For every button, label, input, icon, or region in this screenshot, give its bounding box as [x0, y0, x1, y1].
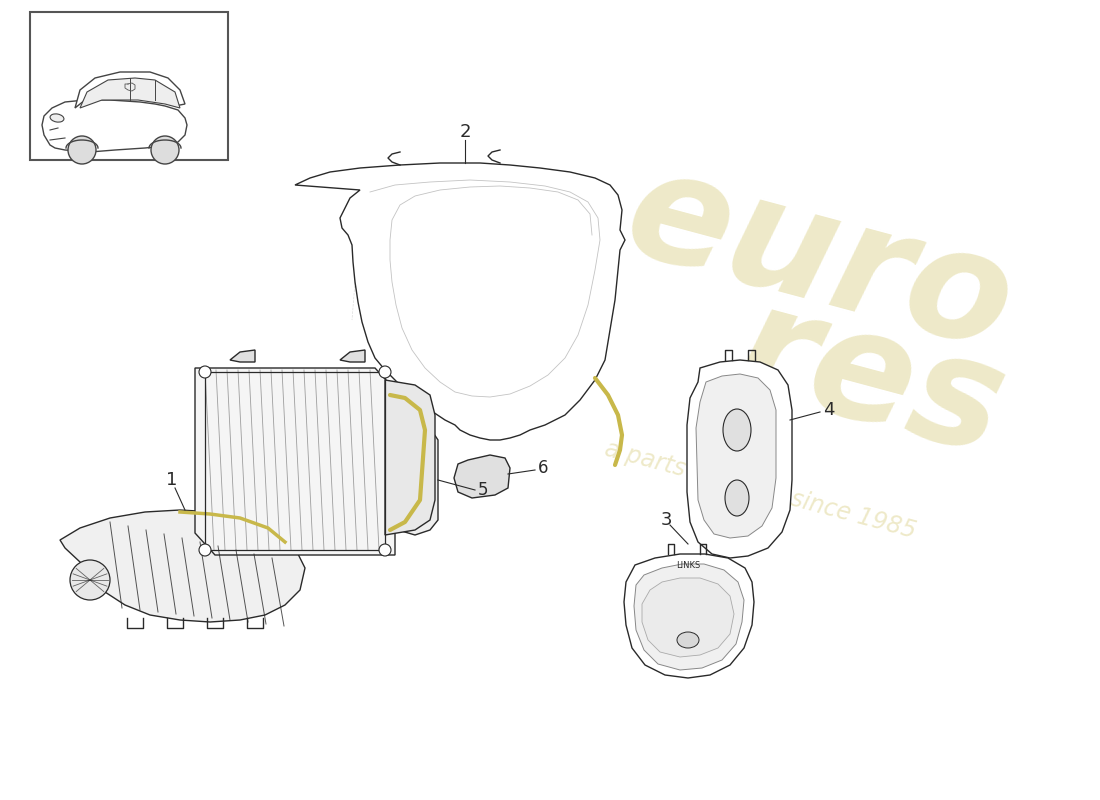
Polygon shape	[385, 380, 435, 535]
Text: 6: 6	[538, 459, 549, 477]
Polygon shape	[195, 368, 395, 555]
Circle shape	[199, 544, 211, 556]
Circle shape	[199, 366, 211, 378]
Circle shape	[151, 136, 179, 164]
Ellipse shape	[723, 409, 751, 451]
Ellipse shape	[51, 114, 64, 122]
Polygon shape	[696, 374, 775, 538]
Text: 1: 1	[166, 471, 178, 489]
Polygon shape	[688, 360, 792, 558]
Ellipse shape	[676, 632, 698, 648]
Circle shape	[70, 560, 110, 600]
Circle shape	[379, 366, 390, 378]
Polygon shape	[295, 163, 625, 440]
Text: LINKS: LINKS	[675, 562, 700, 570]
Polygon shape	[340, 350, 365, 362]
Text: 5: 5	[478, 481, 488, 499]
Polygon shape	[454, 455, 510, 498]
Text: res: res	[720, 273, 1020, 487]
Circle shape	[68, 136, 96, 164]
Polygon shape	[388, 425, 438, 535]
Polygon shape	[60, 510, 305, 622]
Polygon shape	[75, 72, 185, 108]
Circle shape	[379, 544, 390, 556]
Text: 3: 3	[660, 511, 672, 529]
Text: 4: 4	[823, 401, 835, 419]
Polygon shape	[42, 100, 187, 152]
Polygon shape	[230, 350, 255, 362]
Ellipse shape	[725, 480, 749, 516]
Polygon shape	[642, 578, 734, 657]
Text: euro: euro	[610, 138, 1028, 382]
Polygon shape	[80, 78, 180, 108]
Polygon shape	[634, 564, 744, 670]
Text: 2: 2	[460, 123, 471, 141]
FancyBboxPatch shape	[30, 12, 228, 160]
Text: a parts supplier since 1985: a parts supplier since 1985	[602, 437, 918, 543]
Polygon shape	[624, 554, 754, 678]
